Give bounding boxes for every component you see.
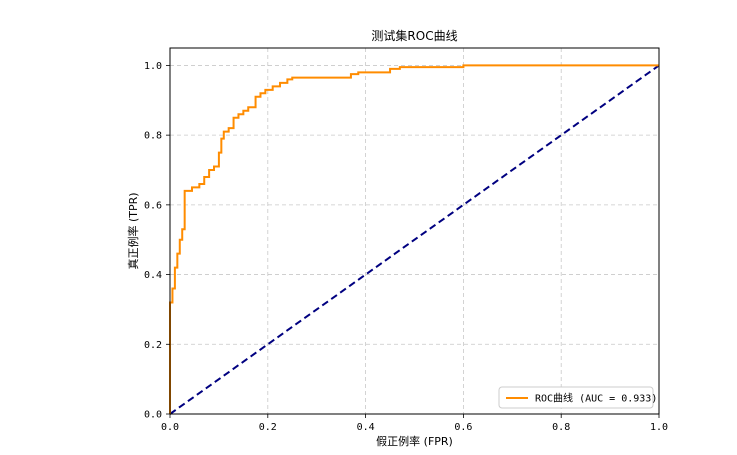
random-baseline-line bbox=[169, 64, 660, 415]
legend-label-roc: ROC曲线 (AUC = 0.933) bbox=[535, 392, 657, 405]
x-tick-label: 0.4 bbox=[357, 422, 375, 433]
y-tick-label: 0.4 bbox=[144, 270, 162, 281]
y-tick-label: 0.6 bbox=[144, 200, 162, 211]
legend: ROC曲线 (AUC = 0.933) bbox=[498, 386, 657, 409]
x-tick-label: 0.8 bbox=[552, 422, 570, 433]
x-tick-label: 1.0 bbox=[650, 422, 668, 433]
legend-box bbox=[498, 386, 654, 409]
y-tick-label: 0.0 bbox=[144, 410, 162, 421]
plot-frame bbox=[169, 47, 660, 415]
grid-lines bbox=[169, 48, 660, 415]
x-tick-label: 0.2 bbox=[259, 422, 277, 433]
chart-title: 测试集ROC曲线 bbox=[371, 28, 457, 43]
y-tick-label: 0.8 bbox=[144, 131, 162, 142]
y-tick-label: 0.2 bbox=[144, 340, 162, 351]
x-axis-label: 假正例率 (FPR) bbox=[376, 434, 453, 448]
x-tick-label: 0.6 bbox=[454, 422, 472, 433]
x-axis-ticks: 0.0 0.2 0.4 0.6 0.8 1.0 bbox=[161, 414, 668, 433]
y-axis-ticks: 0.0 0.2 0.4 0.6 0.8 1.0 bbox=[144, 61, 170, 421]
y-axis-label: 真正例率 (TPR) bbox=[126, 192, 140, 269]
x-tick-label: 0.0 bbox=[161, 422, 179, 433]
y-tick-label: 1.0 bbox=[144, 61, 162, 72]
roc-curve-line bbox=[169, 64, 659, 414]
series-lines bbox=[169, 64, 660, 415]
